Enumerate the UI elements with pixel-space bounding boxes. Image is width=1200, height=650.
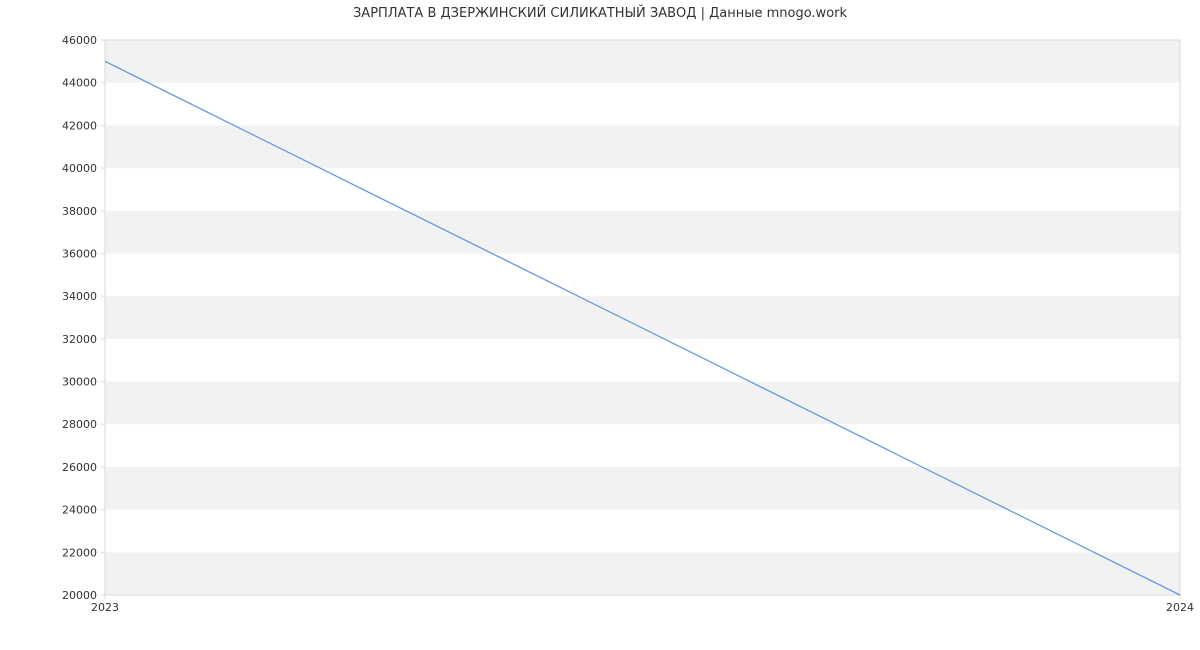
svg-text:26000: 26000 <box>62 461 97 474</box>
svg-text:28000: 28000 <box>62 418 97 431</box>
svg-text:24000: 24000 <box>62 504 97 517</box>
chart-title: ЗАРПЛАТА В ДЗЕРЖИНСКИЙ СИЛИКАТНЫЙ ЗАВОД … <box>0 6 1200 21</box>
svg-text:46000: 46000 <box>62 34 97 47</box>
svg-text:30000: 30000 <box>62 376 97 389</box>
svg-text:34000: 34000 <box>62 290 97 303</box>
svg-text:32000: 32000 <box>62 333 97 346</box>
line-chart: ЗАРПЛАТА В ДЗЕРЖИНСКИЙ СИЛИКАТНЫЙ ЗАВОД … <box>0 0 1200 650</box>
svg-text:40000: 40000 <box>62 162 97 175</box>
svg-text:36000: 36000 <box>62 247 97 260</box>
svg-text:2023: 2023 <box>91 601 119 614</box>
svg-text:42000: 42000 <box>62 119 97 132</box>
chart-svg: 2000022000240002600028000300003200034000… <box>0 0 1200 650</box>
svg-text:44000: 44000 <box>62 77 97 90</box>
svg-text:2024: 2024 <box>1166 601 1194 614</box>
svg-text:38000: 38000 <box>62 205 97 218</box>
svg-text:22000: 22000 <box>62 546 97 559</box>
